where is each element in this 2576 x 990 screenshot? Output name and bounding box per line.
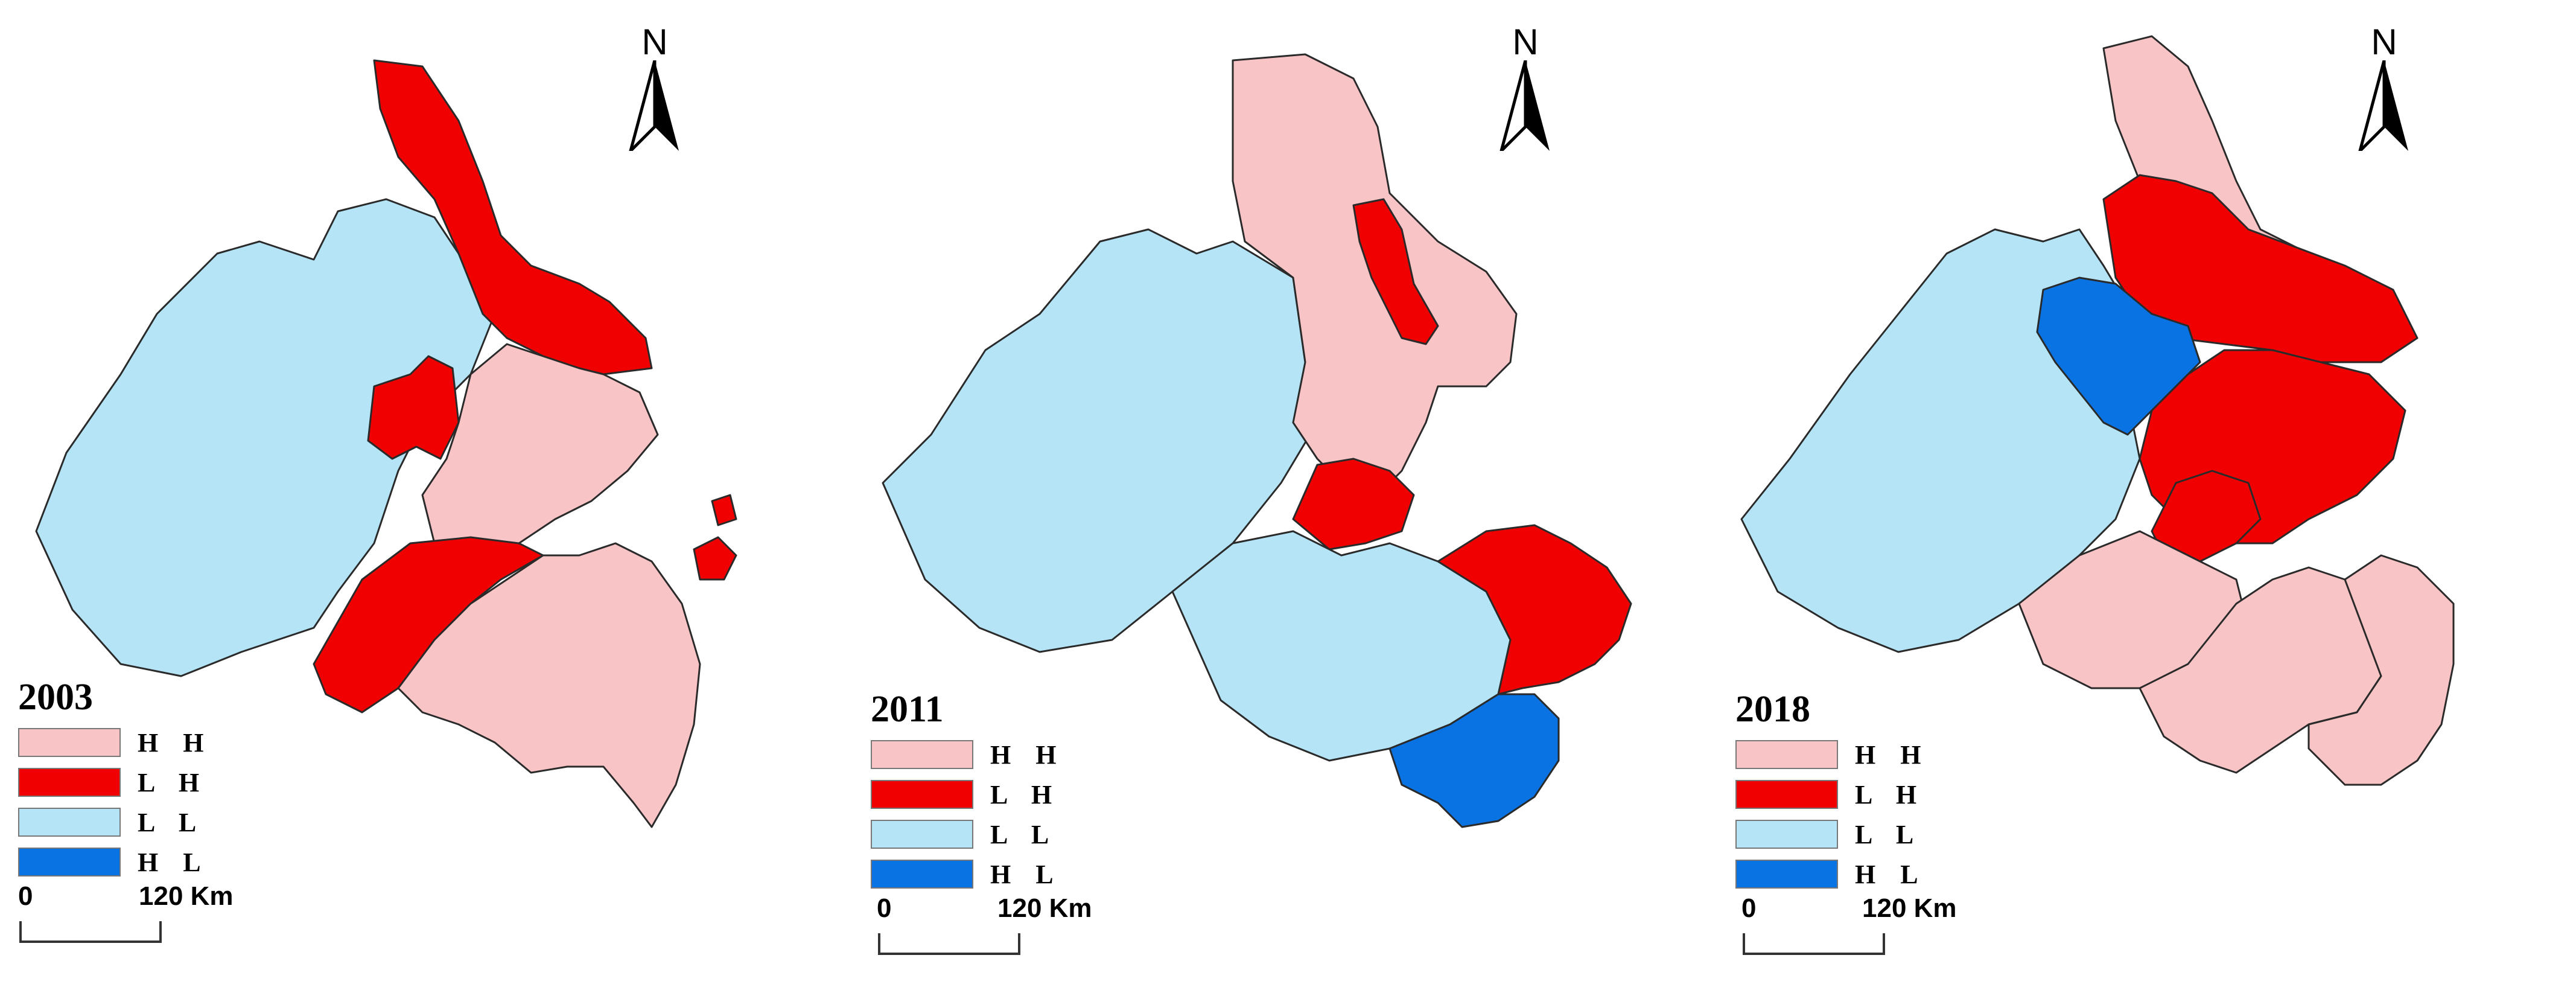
region-c4: [313, 536, 544, 714]
region-c3: [421, 343, 659, 557]
scale-line: [878, 933, 1020, 955]
region-map: [882, 53, 1632, 828]
legend-swatch: [18, 808, 121, 837]
legend-swatch: [1735, 780, 1838, 809]
scale-start: 0: [1741, 893, 1757, 923]
scale-start: 0: [877, 893, 892, 923]
scale-line: [1743, 933, 1885, 955]
region-island: [693, 536, 737, 581]
scale-bar: 0 120 Km: [1741, 893, 1957, 966]
scale-end: 120 Km: [139, 881, 234, 911]
legend-swatch: [871, 740, 973, 769]
scale-start: 0: [18, 881, 33, 911]
scale-bar: 0 120 Km: [18, 881, 234, 954]
legend-item: L L: [1735, 816, 1922, 852]
legend-item: L H: [871, 776, 1057, 813]
legend-item: L H: [18, 764, 205, 800]
region-c3: [1292, 458, 1415, 551]
legend: 2018 H H L H L L H L: [1735, 688, 1922, 896]
legend-item: L L: [871, 816, 1057, 852]
legend: 2003 H H L H L L H L: [18, 676, 205, 884]
legend-swatch: [1735, 860, 1838, 889]
legend-item: H L: [871, 856, 1057, 892]
region-island-2: [711, 494, 737, 526]
north-label: N: [2371, 22, 2397, 62]
legend-item: L H: [1735, 776, 1922, 813]
legend-label: H L: [1855, 859, 1919, 889]
legend-swatch: [1735, 820, 1838, 849]
legend-label: L L: [138, 807, 198, 837]
north-arrow: N: [1492, 24, 1559, 157]
region-c2: [367, 355, 460, 460]
legend-swatch: [871, 780, 973, 809]
legend-swatch: [871, 820, 973, 849]
legend-label: L H: [990, 779, 1054, 810]
legend-item: H H: [1735, 736, 1922, 773]
region-se: [1437, 524, 1632, 695]
legend-label: H L: [138, 847, 202, 877]
region-map: [1740, 35, 2455, 786]
legend-label: L H: [1855, 779, 1918, 810]
legend-swatch: [1735, 740, 1838, 769]
panel-year: 2018: [1735, 689, 1810, 730]
legend-label: L L: [990, 819, 1051, 849]
region-island: [2307, 554, 2455, 786]
region-se: [397, 542, 701, 828]
north-label: N: [1512, 22, 1539, 62]
legend-swatch: [18, 768, 121, 797]
map-panel-2018: N 2018 H H L H L L H L 0 120 Km: [1717, 0, 2576, 990]
legend-item: H L: [1735, 856, 1922, 892]
scale-end: 120 Km: [1862, 893, 1957, 923]
panel-year: 2003: [18, 677, 93, 718]
north-arrow-icon: [628, 60, 679, 156]
legend-item: H H: [18, 724, 205, 761]
region-south: [1388, 693, 1560, 828]
legend-item: H L: [18, 844, 205, 880]
scale-line: [19, 921, 162, 943]
north-arrow-icon: [2357, 60, 2408, 156]
panel-year: 2011: [871, 689, 944, 730]
legend-label: H L: [990, 859, 1055, 889]
legend-swatch: [871, 860, 973, 889]
legend-label: H H: [138, 727, 205, 758]
map-panel-2011: N 2011 H H L H L L H L 0 120 Km: [859, 0, 1717, 990]
legend: 2011 H H L H L L H L: [871, 688, 1057, 896]
region-c1: [1352, 198, 1439, 345]
legend-item: H H: [871, 736, 1057, 773]
region-north: [373, 59, 653, 375]
legend-label: H H: [1855, 739, 1922, 770]
scale-bar: 0 120 Km: [877, 893, 1092, 966]
legend-label: L H: [138, 767, 201, 797]
legend-label: L L: [1855, 819, 1915, 849]
scale-end: 120 Km: [997, 893, 1092, 923]
map-panel-2003: N 2003 H H L H L L H L 0 120 Km: [0, 0, 859, 990]
north-arrow: N: [622, 24, 688, 157]
legend-item: L L: [18, 804, 205, 840]
north-label: N: [641, 22, 668, 62]
north-arrow-icon: [1498, 60, 1550, 156]
legend-label: H H: [990, 739, 1058, 770]
north-arrow: N: [2351, 24, 2417, 157]
legend-swatch: [18, 848, 121, 877]
region-map: [35, 59, 737, 828]
legend-swatch: [18, 728, 121, 757]
